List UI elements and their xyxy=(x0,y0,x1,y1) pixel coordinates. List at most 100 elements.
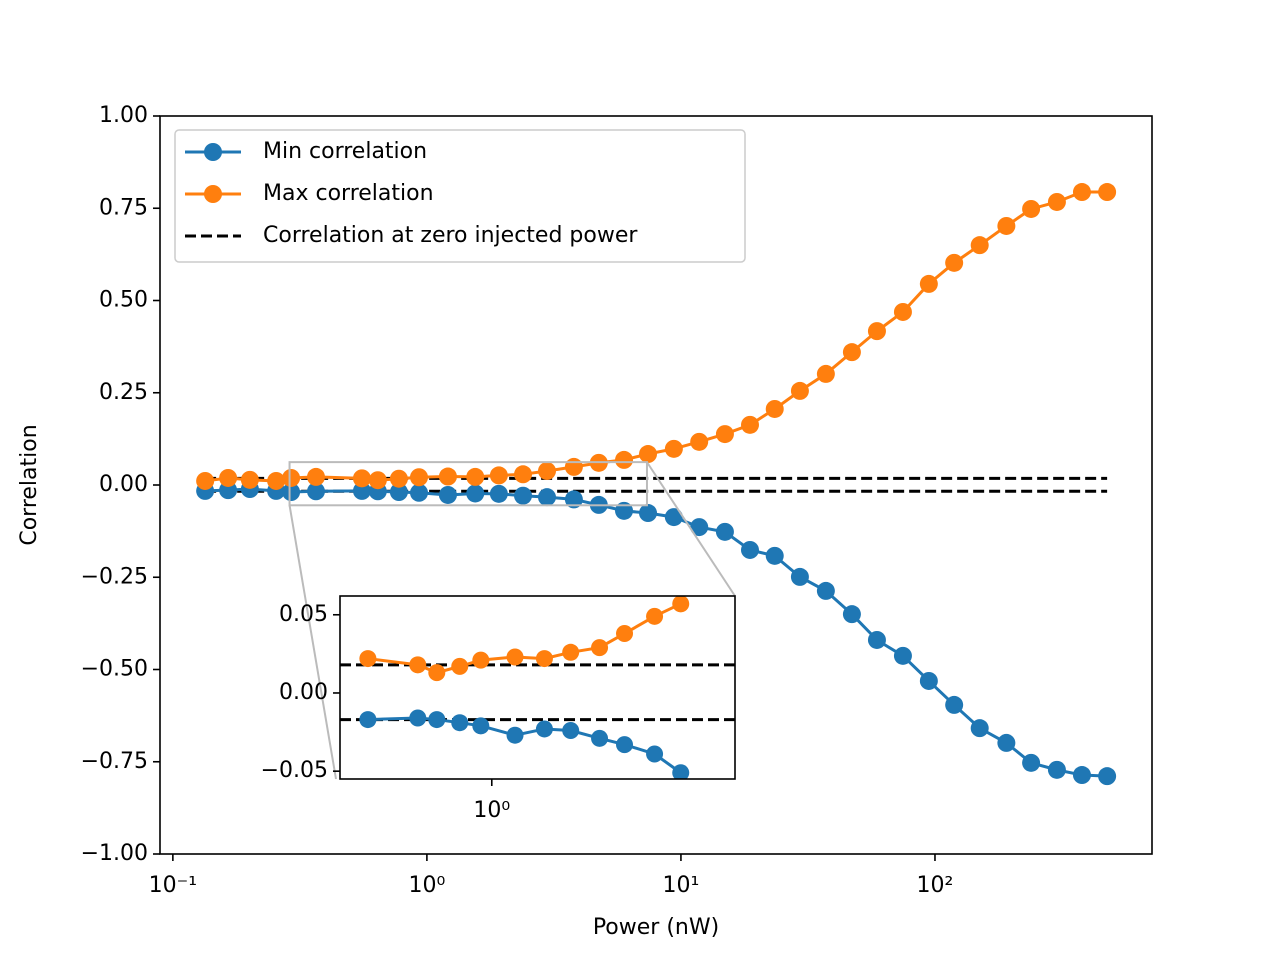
point xyxy=(514,486,533,505)
point xyxy=(997,216,1016,235)
zoom-indicator xyxy=(288,461,736,780)
point xyxy=(867,630,886,649)
point xyxy=(428,664,446,682)
point xyxy=(615,450,634,469)
point xyxy=(1098,767,1117,786)
point xyxy=(639,445,658,464)
legend-label: Max correlation xyxy=(263,181,434,206)
point xyxy=(506,726,524,744)
point xyxy=(537,488,556,507)
y-tick-label: −0.75 xyxy=(81,749,148,774)
point xyxy=(646,745,664,763)
point xyxy=(867,322,886,341)
plot-layer xyxy=(340,596,735,779)
y-tick-label: 0.25 xyxy=(99,380,148,405)
point xyxy=(842,605,861,624)
point xyxy=(893,302,912,321)
y-tick-label: 0.00 xyxy=(279,680,328,705)
point xyxy=(537,461,556,480)
point xyxy=(1047,192,1066,211)
point xyxy=(562,643,580,661)
y-tick-label: −0.05 xyxy=(261,758,328,783)
point xyxy=(409,656,427,674)
x-tick-label: 10¹ xyxy=(663,873,700,898)
point xyxy=(664,508,683,527)
point xyxy=(359,650,377,668)
point xyxy=(359,711,377,729)
point xyxy=(1098,183,1117,202)
point xyxy=(1022,753,1041,772)
point xyxy=(489,484,508,503)
point xyxy=(672,596,690,613)
legend-box xyxy=(174,129,746,263)
point xyxy=(997,733,1016,752)
zoom-connector xyxy=(288,505,337,780)
point xyxy=(646,607,664,625)
point xyxy=(489,466,508,485)
point xyxy=(535,720,553,738)
point xyxy=(438,467,457,486)
x-tick-label: 10⁻¹ xyxy=(149,873,197,898)
point xyxy=(945,253,964,272)
y-tick-label: 0.05 xyxy=(279,602,328,627)
point xyxy=(765,546,784,565)
point xyxy=(1072,183,1091,202)
point xyxy=(196,471,215,490)
point xyxy=(564,490,583,509)
y-tick-label: −1.00 xyxy=(81,841,148,866)
point xyxy=(389,469,408,488)
point xyxy=(438,485,457,504)
y-tick-label: 0.00 xyxy=(99,472,148,497)
legend-marker xyxy=(204,143,222,161)
point xyxy=(740,415,759,434)
point xyxy=(514,465,533,484)
point xyxy=(639,504,658,523)
point xyxy=(307,467,326,486)
point xyxy=(352,481,371,500)
zoom-connector xyxy=(646,461,736,597)
point xyxy=(472,651,490,669)
point xyxy=(409,709,427,727)
y-tick-label: 0.75 xyxy=(99,195,148,220)
y-tick-label: −0.25 xyxy=(81,564,148,589)
point xyxy=(970,236,989,255)
point xyxy=(562,722,580,740)
point xyxy=(765,399,784,418)
point xyxy=(267,471,286,490)
point xyxy=(970,719,989,738)
point xyxy=(451,714,469,732)
point xyxy=(790,381,809,400)
point xyxy=(451,657,469,675)
y-axis-label: Correlation xyxy=(17,424,42,545)
plot-area xyxy=(340,596,735,779)
point xyxy=(410,468,429,487)
point xyxy=(816,581,835,600)
zoom-box xyxy=(288,461,648,507)
x-axis-label: Power (nW) xyxy=(593,915,719,940)
point xyxy=(816,364,835,383)
point xyxy=(307,482,326,501)
point xyxy=(564,457,583,476)
point xyxy=(616,736,634,754)
x-tick-label: 10⁰ xyxy=(408,873,445,898)
point xyxy=(1072,766,1091,785)
point xyxy=(842,343,861,362)
point xyxy=(790,567,809,586)
point xyxy=(715,522,734,541)
point xyxy=(591,729,609,747)
point xyxy=(219,468,238,487)
legend-marker xyxy=(204,185,222,203)
point xyxy=(466,467,485,486)
point xyxy=(506,648,524,666)
point xyxy=(672,764,690,779)
plot-layer xyxy=(196,183,1117,786)
point xyxy=(466,484,485,503)
y-tick-label: 0.50 xyxy=(99,288,148,313)
legend-label: Min correlation xyxy=(263,139,427,164)
point xyxy=(615,501,634,520)
point xyxy=(664,439,683,458)
point xyxy=(282,468,301,487)
y-tick-label: 1.00 xyxy=(99,103,148,128)
